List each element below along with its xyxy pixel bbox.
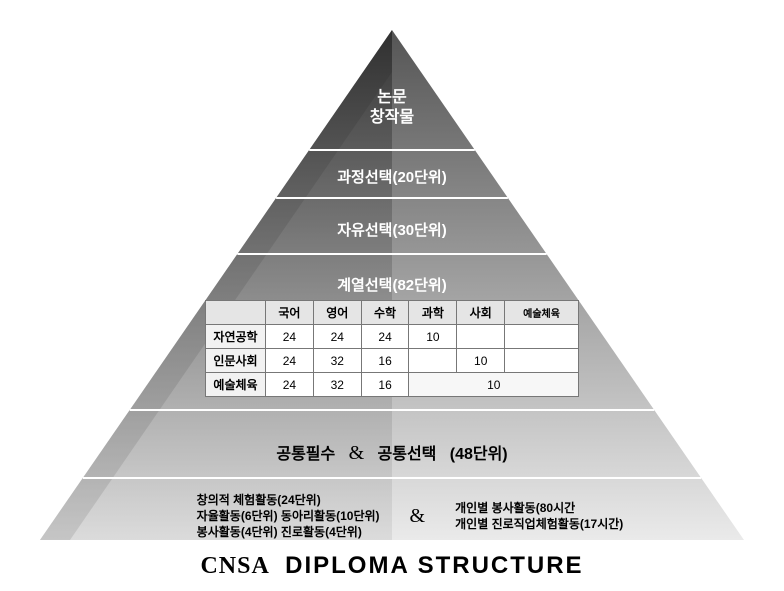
rowhdr-hum: 인문사회 <box>206 349 266 373</box>
bottom-amp: & <box>410 505 426 528</box>
apex-line1: 논문 <box>40 88 744 108</box>
rowhdr-art: 예술체육 <box>206 373 266 397</box>
cell: 32 <box>313 373 361 397</box>
l5-left: 공통필수 <box>276 446 335 463</box>
bottom-left-line1: 자율활동(6단위) 동아리활동(10단위) <box>197 508 380 524</box>
bottom-right-line1: 개인별 봉사활동(80시간 <box>455 500 623 516</box>
credit-table: 국어 영어 수학 과학 사회 예술체육 자연공학 24 24 24 10 <box>205 300 579 397</box>
bottom-left-title: 창의적 체험활동(24단위) <box>197 492 380 508</box>
cell <box>457 325 505 349</box>
bottom-right-line2: 개인별 진로직업체험활동(17시간) <box>455 516 623 532</box>
l5-units: (48단위) <box>450 446 508 463</box>
level5-label: 공통필수 & 공통선택 (48단위) <box>40 440 744 465</box>
table-row: 인문사회 24 32 16 10 <box>206 349 579 373</box>
cell: 10 <box>457 349 505 373</box>
col-blank <box>206 301 266 325</box>
cell: 24 <box>266 349 314 373</box>
table-header-row: 국어 영어 수학 과학 사회 예술체육 <box>206 301 579 325</box>
l5-right: 공통선택 <box>378 446 437 463</box>
col-korean: 국어 <box>266 301 314 325</box>
cell: 32 <box>313 349 361 373</box>
cell: 16 <box>361 349 409 373</box>
cell: 16 <box>361 373 409 397</box>
apex-line2: 창작물 <box>40 108 744 128</box>
page-title: CNSA DIPLOMA STRUCTURE <box>0 552 784 580</box>
level3-label: 자유선택(30단위) <box>40 219 744 240</box>
title-cnsa: CNSA <box>200 553 269 579</box>
cell <box>505 325 579 349</box>
bottom-left: 창의적 체험활동(24단위) 자율활동(6단위) 동아리활동(10단위) 봉사활… <box>197 492 380 541</box>
table-row: 자연공학 24 24 24 10 <box>206 325 579 349</box>
cell: 24 <box>266 325 314 349</box>
credit-table-wrap: 국어 영어 수학 과학 사회 예술체육 자연공학 24 24 24 10 <box>205 300 579 397</box>
apex-label: 논문 창작물 <box>40 88 744 128</box>
level2-label: 과정선택(20단위) <box>40 166 744 187</box>
l5-amp: & <box>349 442 365 464</box>
cell: 24 <box>313 325 361 349</box>
cell-merged: 10 <box>409 373 579 397</box>
cell <box>505 349 579 373</box>
cell: 24 <box>266 373 314 397</box>
title-rest: DIPLOMA STRUCTURE <box>285 552 583 579</box>
cell <box>409 349 457 373</box>
pyramid-diagram: 논문 창작물 과정선택(20단위) 자유선택(30단위) 계열선택(82단위) … <box>40 30 744 540</box>
rowhdr-sci: 자연공학 <box>206 325 266 349</box>
col-math: 수학 <box>361 301 409 325</box>
table-row: 예술체육 24 32 16 10 <box>206 373 579 397</box>
cell: 10 <box>409 325 457 349</box>
col-artpe: 예술체육 <box>505 301 579 325</box>
col-english: 영어 <box>313 301 361 325</box>
col-science: 과학 <box>409 301 457 325</box>
col-social: 사회 <box>457 301 505 325</box>
cell: 24 <box>361 325 409 349</box>
level4-label: 계열선택(82단위) <box>40 274 744 295</box>
bottom-block: 창의적 체험활동(24단위) 자율활동(6단위) 동아리활동(10단위) 봉사활… <box>130 492 690 541</box>
bottom-right: 개인별 봉사활동(80시간 개인별 진로직업체험활동(17시간) <box>455 500 623 532</box>
bottom-left-line2: 봉사활동(4단위) 진로활동(4단위) <box>197 524 380 540</box>
